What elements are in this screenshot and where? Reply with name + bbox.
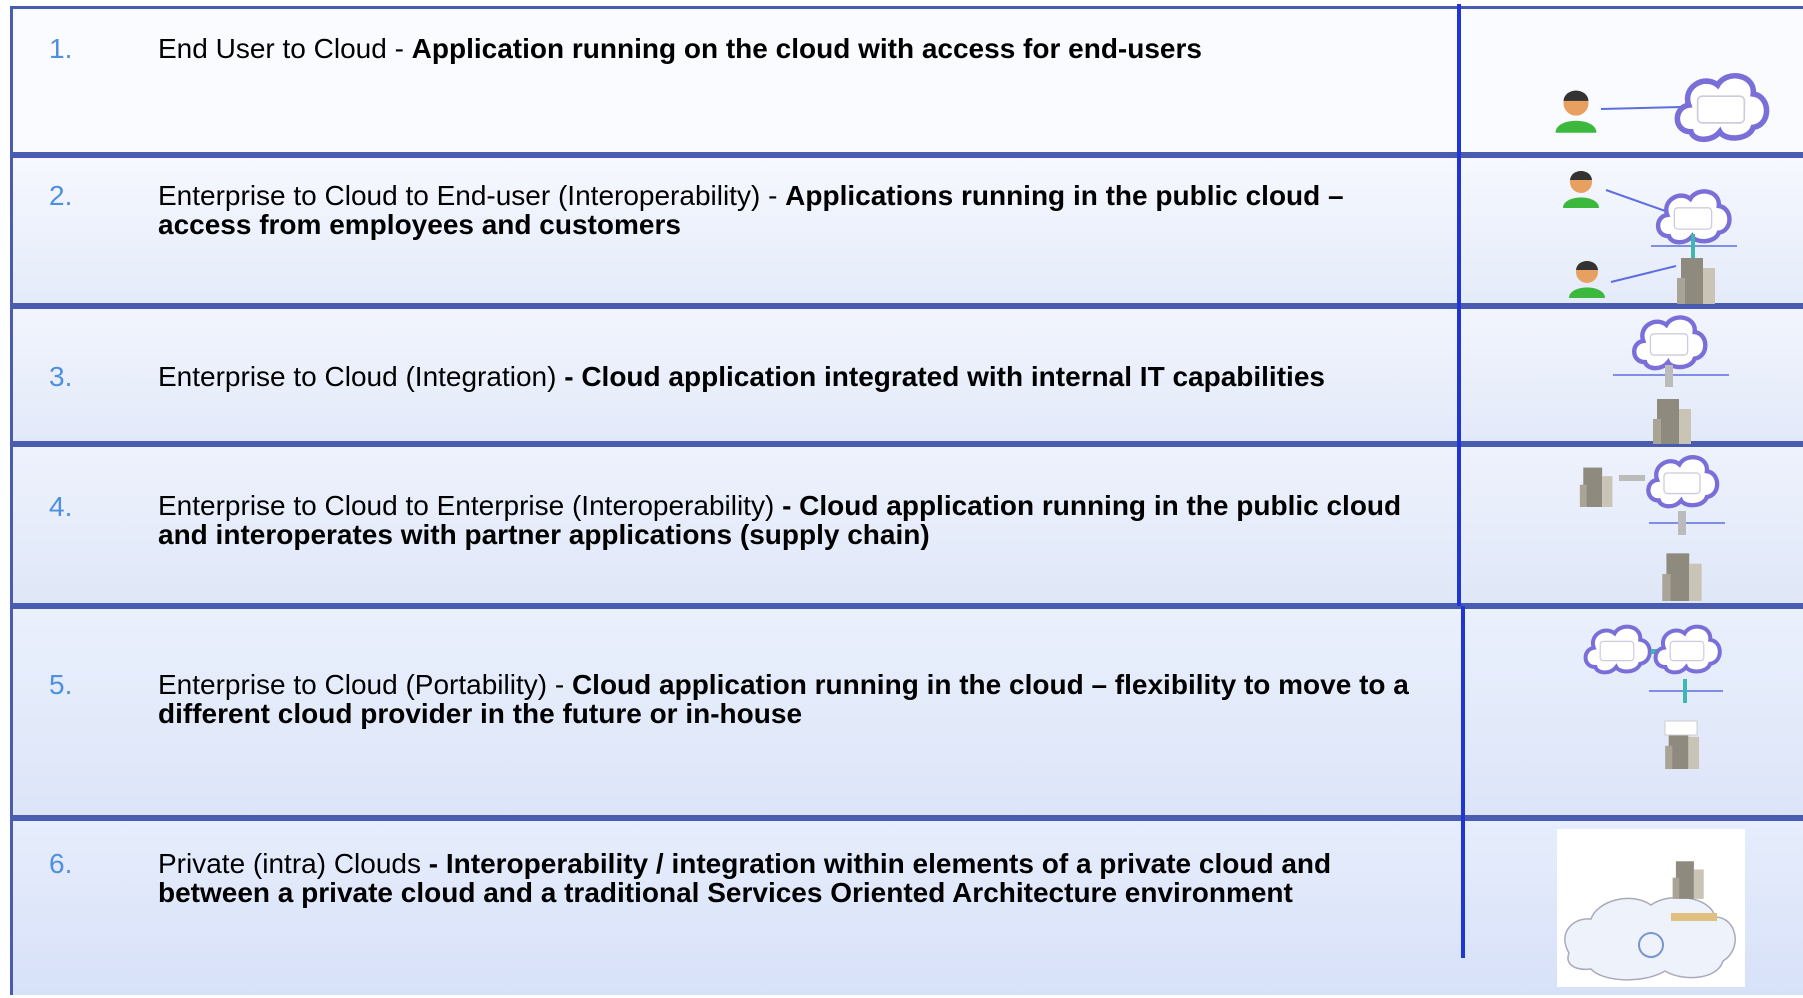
row-lead: Enterprise to Cloud (Integration): [158, 361, 565, 392]
row-lead: End User to Cloud -: [158, 33, 412, 64]
row-detail: - Interoperability / integration within …: [158, 848, 1332, 908]
diagram-icon: [1563, 171, 1737, 304]
row: 6. Private (intra) Clouds - Interoperabi…: [10, 818, 1803, 995]
row: 5. Enterprise to Cloud (Portability) - C…: [10, 606, 1803, 818]
row-lead: Enterprise to Cloud to End-user (Interop…: [158, 180, 786, 211]
row-text: Private (intra) Clouds - Interoperabilit…: [158, 849, 1413, 907]
row-lead: Private (intra) Clouds: [158, 848, 429, 879]
row-lead: Enterprise to Cloud (Portability) -: [158, 669, 572, 700]
row-number: 6.: [49, 848, 73, 879]
row-lead: Enterprise to Cloud to Enterprise (Inter…: [158, 490, 783, 521]
row-number: 1.: [49, 33, 73, 64]
diagram-icon: [1613, 309, 1729, 444]
row-number: 2.: [49, 180, 73, 211]
row-text: Enterprise to Cloud (Portability) - Clou…: [158, 670, 1413, 728]
row-detail: Applications running in the public cloud…: [158, 180, 1344, 240]
row-text: Enterprise to Cloud (Integration) - Clou…: [158, 362, 1413, 391]
column-divider: [1461, 606, 1465, 958]
diagram-icon: [1579, 447, 1725, 601]
diagram-icon: [1583, 624, 1723, 769]
row-detail: Application running on the cloud with ac…: [411, 33, 1202, 64]
row-number: 3.: [49, 361, 73, 392]
row-number: 5.: [49, 669, 73, 700]
row: 1. End User to Cloud - Application runni…: [10, 6, 1803, 155]
row: 4. Enterprise to Cloud to Enterprise (In…: [10, 444, 1803, 606]
row-detail: - Cloud application running in the publi…: [158, 490, 1402, 550]
row-text: End User to Cloud - Application running …: [158, 34, 1413, 63]
row-number: 4.: [49, 491, 73, 522]
row-text: Enterprise to Cloud to Enterprise (Inter…: [158, 491, 1413, 549]
row-text: Enterprise to Cloud to End-user (Interop…: [158, 181, 1413, 239]
diagram-icon: [1557, 829, 1745, 987]
column-divider: [1457, 4, 1461, 606]
row-detail: - Cloud application integrated with inte…: [564, 361, 1325, 392]
diagram-icon: [1555, 9, 1803, 155]
row: 2. Enterprise to Cloud to End-user (Inte…: [10, 155, 1803, 306]
row: 3. Enterprise to Cloud (Integration) - C…: [10, 306, 1803, 444]
row-detail: Cloud application running in the cloud –…: [158, 669, 1409, 729]
